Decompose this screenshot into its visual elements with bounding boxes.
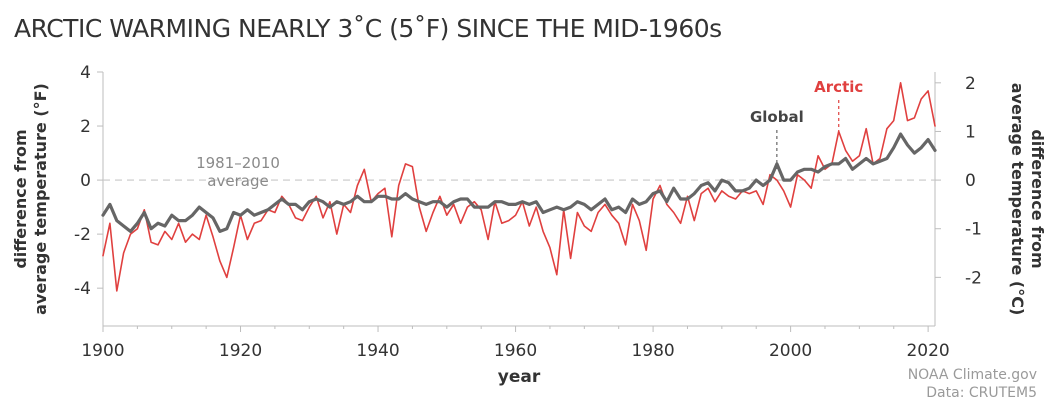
- y-right-tick-label: 1: [965, 122, 976, 142]
- x-tick-label: 1920: [219, 341, 262, 361]
- baseline-label: 1981–2010 average: [196, 154, 280, 190]
- y-right-label-line: average temperature (°C): [1008, 83, 1027, 316]
- y-right-label-line: difference from: [1028, 129, 1047, 268]
- chart-title: ARCTIC WARMING NEARLY 3˚C (5˚F) SINCE TH…: [14, 14, 722, 43]
- x-tick-label: 2000: [769, 341, 812, 361]
- x-axis-label: year: [498, 367, 541, 387]
- y-left-axis-label: difference fromaverage temperature (°F): [11, 83, 50, 315]
- arctic-label: Arctic: [814, 78, 863, 96]
- y-right-tick-label: -2: [965, 268, 982, 288]
- x-tick-label: 1940: [356, 341, 399, 361]
- x-tick-label: 1900: [81, 341, 124, 361]
- global-label: Global: [750, 108, 804, 126]
- y-left-tick-label: 4: [80, 63, 91, 83]
- x-tick-label: 1960: [494, 341, 537, 361]
- baseline-group: 1981–2010 average: [103, 154, 935, 190]
- baseline-label-line: 1981–2010: [196, 154, 280, 172]
- y-right-axis-label: difference fromaverage temperature (°C): [1008, 83, 1047, 316]
- axes: -4 -2 0 2 4 -2 -1 0 1 2 1900 1920 1940 1960 1980 2000 20…: [74, 63, 982, 361]
- y-left-tick-label: -4: [74, 279, 91, 299]
- x-tick-label: 2020: [906, 341, 949, 361]
- baseline-label-line: average: [207, 172, 268, 190]
- credit-source: NOAA Climate.gov: [907, 367, 1037, 383]
- y-left-tick-label: 0: [80, 171, 91, 191]
- y-right-tick-label: 2: [965, 74, 976, 94]
- y-right-tick-label: 0: [965, 171, 976, 191]
- y-left-label-line: average temperature (°F): [31, 83, 50, 315]
- x-tick-label: 1980: [631, 341, 674, 361]
- y-left-tick-label: 2: [80, 117, 91, 137]
- annotations: Global Arctic: [750, 78, 863, 172]
- y-left-label-line: difference from: [11, 129, 30, 268]
- y-right-tick-label: -1: [965, 220, 982, 240]
- series-group: [101, 82, 937, 292]
- credit-data: Data: CRUTEM5: [926, 385, 1037, 401]
- series-line-global: [101, 132, 937, 233]
- series-line-arctic: [102, 82, 936, 292]
- y-left-tick-label: -2: [74, 225, 91, 245]
